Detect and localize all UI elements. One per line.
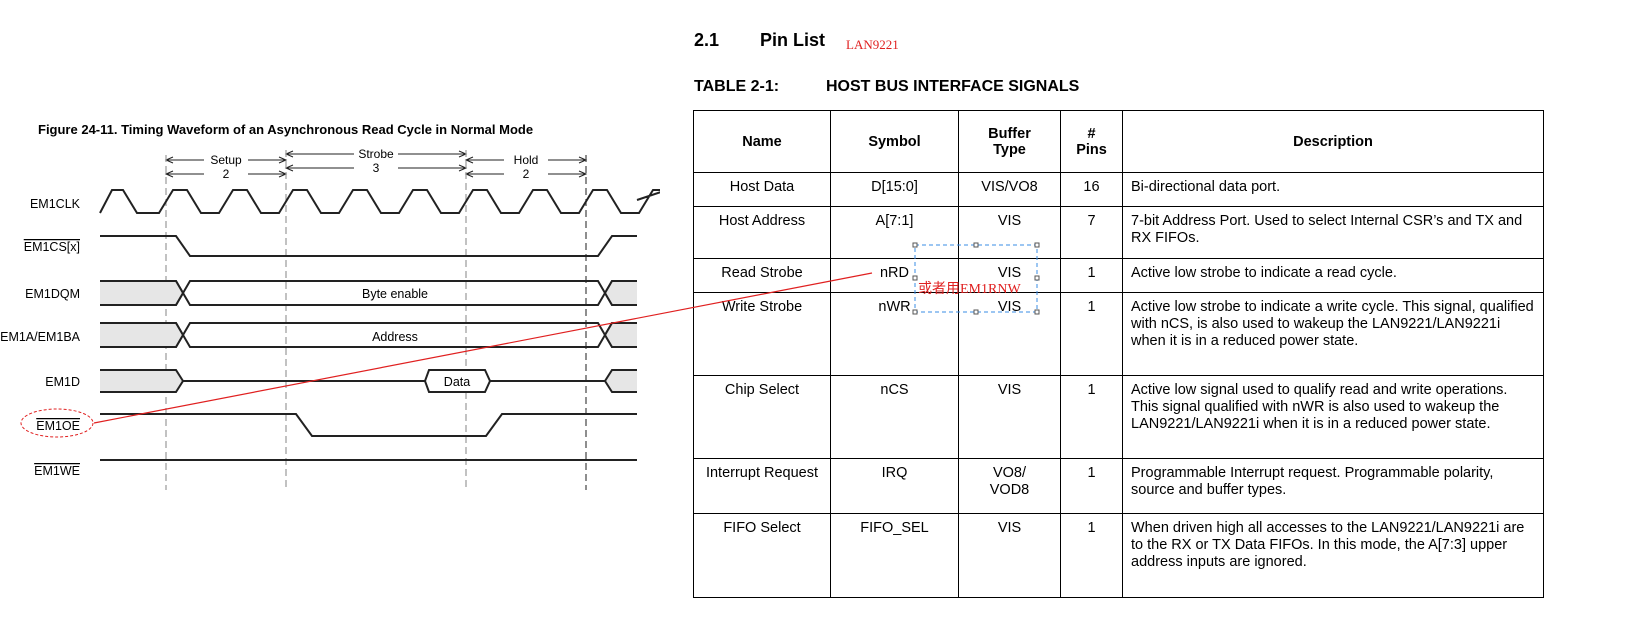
phase-label: Hold <box>514 153 539 167</box>
phase-arrow <box>164 156 288 164</box>
section-title: Pin List <box>760 30 826 50</box>
phase-label: Setup <box>210 153 242 167</box>
cycle-boundaries <box>165 150 587 490</box>
table-cell: VO8/ VOD8 <box>958 458 1061 514</box>
address-label: Address <box>372 330 418 344</box>
em1oe-waveform <box>100 413 637 437</box>
section-heading: 2.1 Pin List <box>694 30 825 51</box>
column-header-text: # <box>1087 125 1096 142</box>
column-header: Buffer Type <box>958 110 1061 173</box>
column-header-text: Name <box>742 133 782 150</box>
phase-cycles: 2 <box>523 167 530 181</box>
table-cell: nCS <box>830 375 959 459</box>
table-cell: 16 <box>1060 172 1123 207</box>
table-cell: IRQ <box>830 458 959 514</box>
data-label: Data <box>444 375 470 389</box>
figure-title: Figure 24-11. Timing Waveform of an Asyn… <box>38 122 533 137</box>
table-title: TABLE 2-1: HOST BUS INTERFACE SIGNALS <box>694 78 1079 96</box>
column-header: Description <box>1122 110 1544 173</box>
data-invalid-region <box>100 369 185 393</box>
column-header-text: Type <box>993 141 1026 158</box>
column-header: Name <box>693 110 831 173</box>
table-cell: Interrupt Request <box>693 458 831 514</box>
phase-cycles: 2 <box>223 167 230 181</box>
dqm-invalid-region <box>100 280 185 306</box>
host-bus-signals-table: Name Symbol Buffer Type # Pins Description Hos… <box>693 110 1544 598</box>
table-cell: FIFO_SEL <box>830 513 959 598</box>
column-header: # Pins <box>1060 110 1123 173</box>
table-cell: nWR <box>830 292 959 376</box>
signal-label-em1a: EM1A/EM1BA <box>0 330 81 344</box>
table-cell: Host Data <box>693 172 831 207</box>
table-cell: D[15:0] <box>830 172 959 207</box>
table-cell: Active low signal used to qualify read a… <box>1122 375 1544 459</box>
phase-arrow <box>164 170 288 178</box>
table-cell: 7-bit Address Port. Used to select Inter… <box>1122 206 1544 259</box>
table-name: HOST BUS INTERFACE SIGNALS <box>826 78 1080 95</box>
signal-label-em1oe: EM1OE <box>36 419 80 433</box>
table-cell: Bi-directional data port. <box>1122 172 1544 207</box>
addr-invalid-region <box>603 322 637 348</box>
column-header-text: Symbol <box>868 133 921 150</box>
table-row: FIFO Select FIFO_SEL VIS 1 When driven high … <box>693 513 1544 598</box>
table-cell: 1 <box>1060 292 1123 376</box>
table-cell: VIS <box>958 375 1061 459</box>
table-cell: 1 <box>1060 513 1123 598</box>
table-cell: VIS <box>958 513 1061 598</box>
table-cell: VIS <box>958 206 1061 259</box>
table-cell: 1 <box>1060 375 1123 459</box>
table-cell: Read Strobe <box>693 258 831 293</box>
table-row: Chip Select nCS VIS 1 Active low signal used… <box>693 375 1544 459</box>
signal-label-em1we: EM1WE <box>34 464 80 478</box>
column-header-text: Pins <box>1076 141 1107 158</box>
table-cell: Active low strobe to indicate a write cy… <box>1122 292 1544 376</box>
table-cell: Chip Select <box>693 375 831 459</box>
section-number: 2.1 <box>694 30 720 50</box>
table-cell: VIS <box>958 292 1061 376</box>
table-row: Write Strobe nWR VIS 1 Active low strobe to … <box>693 292 1544 376</box>
section-note: LAN9221 <box>846 37 899 52</box>
phase-arrow <box>284 164 468 172</box>
signal-label-em1dqm: EM1DQM <box>25 287 80 301</box>
table-cell: VIS/VO8 <box>958 172 1061 207</box>
column-header-text: Buffer <box>988 125 1031 142</box>
table-cell: FIFO Select <box>693 513 831 598</box>
em1cs-waveform <box>100 235 637 257</box>
table-cell: Programmable Interrupt request. Programm… <box>1122 458 1544 514</box>
table-caption: TABLE 2-1: <box>694 78 780 95</box>
data-invalid-region <box>603 369 637 393</box>
addr-invalid-region <box>100 322 185 348</box>
phase-label: Strobe <box>358 147 394 161</box>
column-header: Symbol <box>830 110 959 173</box>
dqm-invalid-region <box>603 280 637 306</box>
table-cell: Active low strobe to indicate a read cyc… <box>1122 258 1544 293</box>
annotation-text[interactable]: 或者用EM1RNW <box>918 282 1021 297</box>
em1clk-waveform <box>99 189 660 214</box>
table-cell: 1 <box>1060 458 1123 514</box>
signal-label-em1clk: EM1CLK <box>30 197 81 211</box>
phase-cycles: 3 <box>373 161 380 175</box>
table-row: Host Data D[15:0] VIS/VO8 16 Bi-directional … <box>693 172 1544 207</box>
phase-arrow <box>464 170 588 178</box>
table-cell: 1 <box>1060 258 1123 293</box>
byte-enable-label: Byte enable <box>362 287 428 301</box>
phase-arrow <box>464 156 588 164</box>
table-row: Read Strobe nRD VIS 1 Active low strobe to i… <box>693 258 1544 293</box>
table-row: Host Address A[7:1] VIS 7 7-bit Address Port… <box>693 206 1544 259</box>
signal-label-em1cs: EM1CS[x] <box>24 240 80 254</box>
signal-label-em1d: EM1D <box>45 375 80 389</box>
table-cell: 7 <box>1060 206 1123 259</box>
table-header-row: Name Symbol Buffer Type # Pins Description <box>693 110 1544 173</box>
table-cell: When driven high all accesses to the LAN… <box>1122 513 1544 598</box>
table-cell: A[7:1] <box>830 206 959 259</box>
table-cell: Write Strobe <box>693 292 831 376</box>
timing-diagram: Figure 24-11. Timing Waveform of an Asyn… <box>0 122 660 490</box>
table-cell: Host Address <box>693 206 831 259</box>
column-header-text: Description <box>1293 133 1373 150</box>
phase-arrow <box>284 150 468 158</box>
table-row: Interrupt Request IRQ VO8/ VOD8 1 Programmab… <box>693 458 1544 514</box>
